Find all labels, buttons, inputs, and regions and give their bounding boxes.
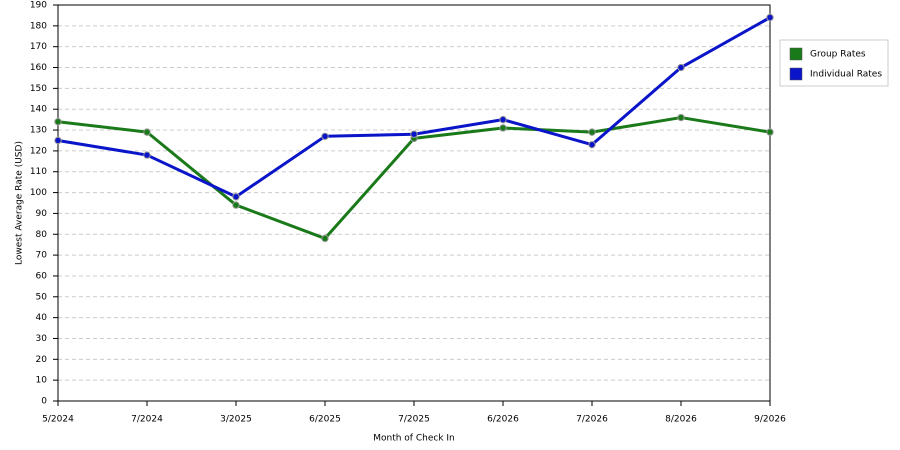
y-tick-label: 30 [36, 334, 48, 344]
y-tick-label: 120 [30, 146, 47, 156]
y-tick-label: 60 [36, 271, 48, 281]
x-tick-label: 7/2026 [576, 415, 608, 425]
x-tick-label: 9/2026 [754, 415, 786, 425]
data-point [766, 13, 774, 22]
x-tick-label: 5/2024 [42, 415, 74, 425]
x-tick-label: 7/2024 [131, 415, 163, 425]
plot-frame [57, 4, 771, 402]
data-point [321, 132, 329, 141]
y-tick-label: 110 [30, 167, 47, 177]
y-tick-label: 10 [36, 376, 48, 386]
legend-swatch [789, 47, 803, 61]
y-tick-label: 100 [30, 188, 47, 198]
x-tick-label: 3/2025 [220, 415, 252, 425]
y-tick-label: 50 [36, 292, 48, 302]
y-tick-label: 160 [30, 63, 47, 73]
data-point [321, 234, 329, 243]
x-axis-label: Month of Check In [373, 434, 455, 444]
x-tick-label: 6/2025 [309, 415, 341, 425]
data-point [143, 128, 151, 136]
y-tick-label: 0 [41, 397, 47, 407]
x-tick-label: 8/2026 [665, 415, 697, 425]
y-tick-label: 20 [36, 355, 48, 365]
y-tick-label: 150 [30, 84, 47, 94]
data-point [677, 113, 685, 122]
x-tick-label: 6/2026 [487, 415, 519, 425]
data-point [143, 151, 151, 159]
legend-label: Individual Rates [810, 70, 882, 80]
y-tick-label: 180 [30, 21, 47, 31]
data-point [499, 124, 507, 132]
data-point [677, 63, 685, 72]
y-tick-label: 80 [36, 230, 48, 240]
y-tick-label: 70 [36, 251, 48, 261]
data-point [588, 128, 596, 136]
data-point [588, 140, 596, 149]
x-tick-label: 7/2025 [398, 415, 430, 425]
legend-swatch [789, 67, 803, 81]
y-tick-label: 140 [30, 105, 47, 115]
series-line [57, 16, 771, 199]
data-point [232, 201, 240, 209]
legend-label: Group Rates [810, 50, 866, 60]
y-tick-label: 130 [30, 126, 47, 136]
data-point [54, 118, 62, 126]
data-point [232, 193, 240, 201]
data-point [499, 115, 507, 124]
y-tick-label: 190 [30, 1, 47, 11]
data-point [766, 128, 774, 136]
y-axis-label: Lowest Average Rate (USD) [15, 141, 25, 265]
y-tick-label: 40 [36, 313, 48, 323]
data-point [54, 136, 62, 145]
data-point [410, 130, 418, 138]
y-tick-label: 90 [36, 209, 48, 219]
y-tick-label: 170 [30, 42, 47, 52]
